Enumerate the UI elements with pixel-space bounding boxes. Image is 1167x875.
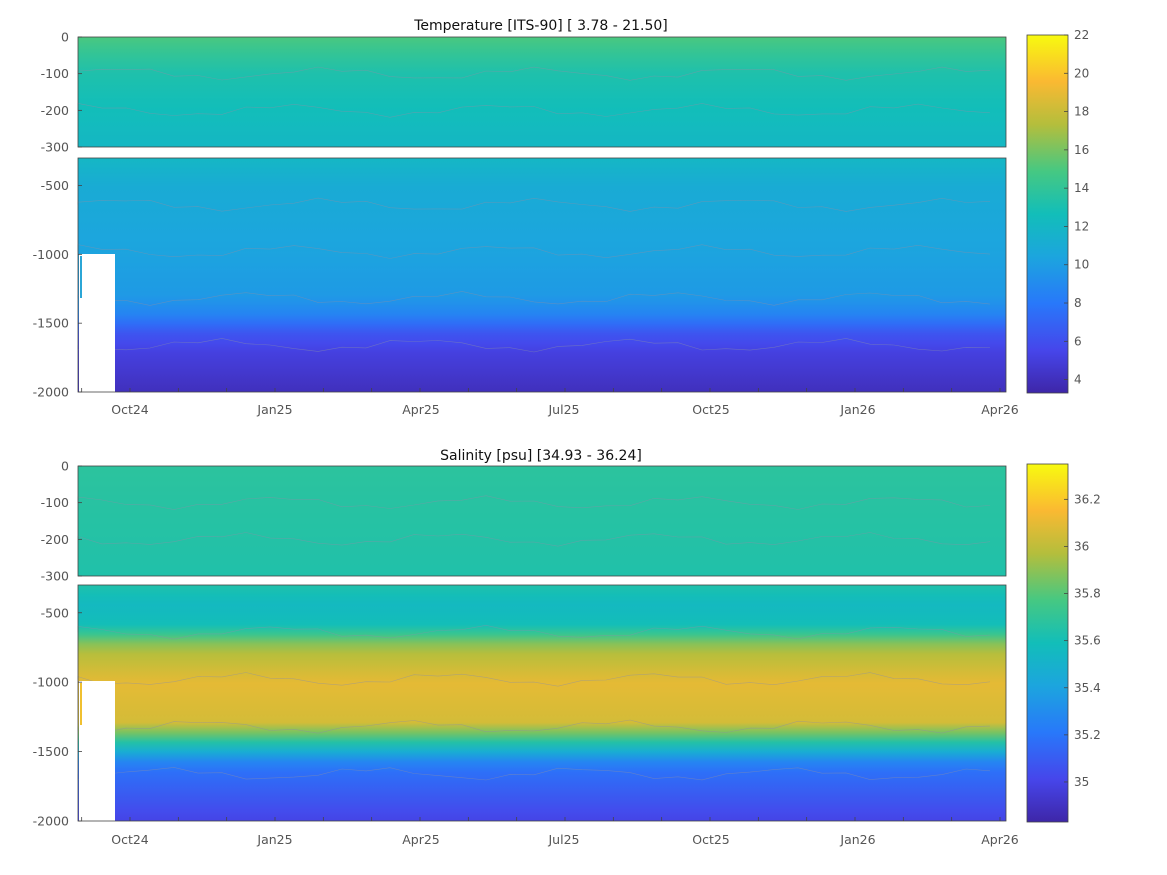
y-tick-label: -2000 (33, 385, 69, 400)
x-tick-label: Jan26 (839, 832, 875, 847)
x-tick-label: Oct24 (111, 402, 149, 417)
colorbar-tick-label: 16 (1074, 143, 1089, 157)
contour-line (77, 719, 991, 734)
heatmap-field (78, 466, 1006, 576)
x-tick-label: Jan26 (839, 402, 875, 417)
contour-line (77, 291, 991, 306)
temperature-lower-panel: -500 -1000 -1500 -2000 Oct24 Jan25 Apr25 Jul25… (33, 157, 1019, 417)
heatmap-field (78, 37, 1006, 147)
colorbar-tick-label: 8 (1074, 296, 1082, 310)
y-tick-label: 0 (61, 459, 69, 474)
colorbar-tick-label: 35.2 (1074, 728, 1101, 742)
x-tick-label: Apr26 (981, 832, 1019, 847)
colorbar-tick-label: 14 (1074, 181, 1089, 195)
temperature-data-gap (79, 254, 115, 392)
y-tick-label: -300 (41, 569, 69, 584)
x-tick-label: Jul25 (548, 832, 580, 847)
contour-line (77, 672, 991, 687)
colorbar-tick-label: 6 (1074, 334, 1082, 348)
temperature-chart-title: Temperature [ITS-90] [ 3.78 - 21.50] (413, 18, 668, 34)
salinity-chart-title: Salinity [psu] [34.93 - 36.24] (440, 448, 642, 464)
y-tick-label: -1500 (33, 744, 69, 759)
x-tick-label: Apr26 (981, 402, 1019, 417)
contour-line (77, 103, 991, 118)
contour-line (77, 66, 991, 81)
colorbar-gradient (1027, 35, 1068, 393)
colorbar-tick-label: 35 (1074, 775, 1089, 789)
x-tick-label: Jul25 (548, 402, 580, 417)
contour-line (77, 767, 991, 781)
contour-line (77, 624, 991, 640)
y-tick-label: -500 (41, 605, 69, 620)
y-tick-label: -200 (41, 532, 69, 547)
y-tick-label: -100 (41, 495, 69, 510)
salinity-upper-panel: 0 -100 -200 -300 (41, 459, 1007, 584)
colorbar-tick-label: 36 (1074, 539, 1089, 553)
salinity-lower-panel: -500 -1000 -1500 -2000 Oct24 Jan25 Apr25 Jul25… (33, 584, 1019, 847)
colorbar-tick-label: 10 (1074, 258, 1089, 272)
x-tick-label: Oct25 (692, 402, 730, 417)
salinity-chart: Salinity [psu] [34.93 - 36.24] 0 -100 -200… (33, 448, 1101, 847)
x-tick-label: Apr25 (402, 402, 440, 417)
salinity-data-gap (79, 681, 115, 821)
y-tick-label: -1500 (33, 316, 69, 331)
contour-line (77, 532, 991, 547)
colorbar-tick-label: 12 (1074, 219, 1089, 233)
y-tick-label: -300 (41, 140, 69, 155)
colorbar-tick-label: 35.8 (1074, 587, 1101, 601)
x-tick-label: Jan25 (256, 402, 292, 417)
y-tick-label: 0 (61, 30, 69, 45)
temperature-colorbar: 4 6 8 10 12 14 16 18 20 22 (1026, 28, 1089, 394)
temperature-chart: Temperature [ITS-90] [ 3.78 - 21.50] 0 -1… (33, 18, 1090, 417)
colorbar-tick-label: 18 (1074, 105, 1089, 119)
x-tick-label: Oct24 (111, 832, 149, 847)
y-tick-label: -2000 (33, 814, 69, 829)
colorbar-tick-label: 35.6 (1074, 634, 1101, 648)
colorbar-tick-label: 36.2 (1074, 492, 1101, 506)
temperature-upper-panel: 0 -100 -200 -300 (41, 30, 1007, 155)
colorbar-tick-label: 22 (1074, 28, 1089, 42)
y-tick-label: -1000 (33, 675, 69, 690)
x-tick-label: Jan25 (256, 832, 292, 847)
colorbar-tick-label: 4 (1074, 373, 1082, 387)
contour-line (77, 338, 991, 353)
y-tick-label: -100 (41, 66, 69, 81)
y-tick-label: -500 (41, 178, 69, 193)
contour-line (77, 197, 991, 212)
contour-line (77, 495, 991, 510)
colorbar-tick-label: 20 (1074, 66, 1089, 80)
contour-line (77, 244, 991, 259)
colorbar-tick-label: 35.4 (1074, 681, 1101, 695)
y-tick-label: -1000 (33, 247, 69, 262)
colorbar-gradient (1027, 464, 1068, 822)
x-tick-label: Oct25 (692, 832, 730, 847)
salinity-colorbar: 35 35.2 35.4 35.6 35.8 36 36.2 (1026, 463, 1101, 823)
temperature-data-gap-edge (80, 256, 82, 298)
salinity-data-gap-edge (80, 683, 82, 725)
heatmap-field (78, 585, 1006, 821)
heatmap-field (78, 158, 1006, 392)
y-tick-label: -200 (41, 103, 69, 118)
x-tick-label: Apr25 (402, 832, 440, 847)
